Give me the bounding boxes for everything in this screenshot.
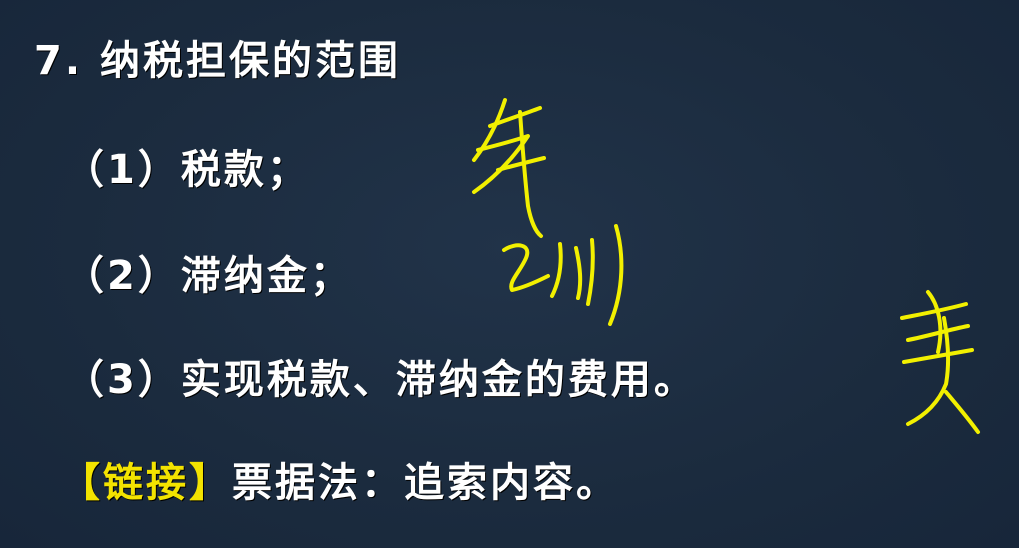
handwritten-mark-3 — [900, 290, 980, 434]
list-item-tax: （1）税款； — [64, 147, 310, 193]
list-item-late-fee: （2）滞纳金； — [64, 253, 353, 299]
slide-title: 7. 纳税担保的范围 — [34, 38, 401, 84]
list-item-enforcement-cost: （3）实现税款、滞纳金的费用。 — [64, 357, 697, 403]
link-tag: 【链接】 — [60, 460, 232, 506]
handwritten-mark-1 — [472, 98, 546, 238]
link-text: 票据法：追索内容。 — [232, 460, 619, 506]
link-note: 【链接】票据法：追索内容。 — [60, 450, 619, 508]
handwritten-mark-2 — [502, 224, 624, 326]
